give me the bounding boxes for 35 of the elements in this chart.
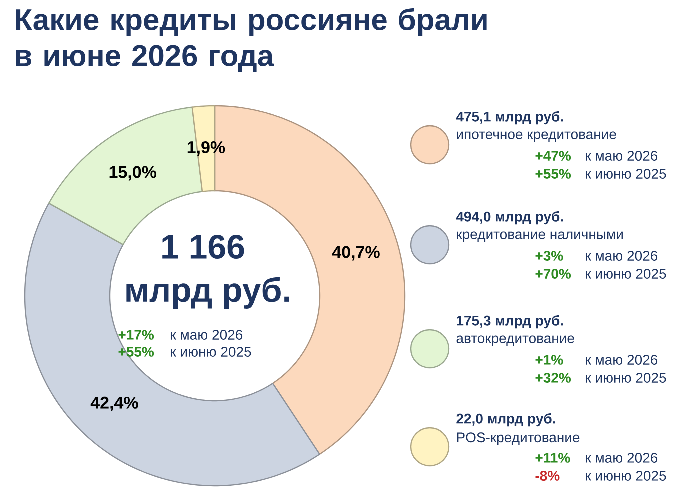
text: к июню 2025 xyxy=(171,347,252,357)
text: +17% xyxy=(118,330,154,340)
legend-label: автокредитование xyxy=(456,336,574,346)
text: млрд руб. xyxy=(126,277,290,309)
text: к июню 2025 xyxy=(586,169,666,179)
text: +55% xyxy=(536,169,572,179)
data-label: 1,9% xyxy=(188,142,226,156)
text: к июню 2025 xyxy=(586,471,666,481)
text: +55% xyxy=(118,347,154,357)
text: к маю 2026 xyxy=(586,151,658,161)
text: к июню 2025 xyxy=(586,373,666,383)
text: к июню 2025 xyxy=(586,269,666,279)
legend-label: кредитование наличными xyxy=(457,232,623,242)
text: 175,3 млрд руб. xyxy=(457,315,564,329)
data-label: 40,7% xyxy=(332,246,380,261)
text: +3% xyxy=(536,251,564,261)
legend-label: ипотечное кредитование xyxy=(457,132,616,142)
text: +70% xyxy=(536,269,572,279)
text: 22,0 млрд руб. xyxy=(456,413,556,427)
data-label: 42,4% xyxy=(90,396,138,412)
legend-label: POS-кредитование xyxy=(457,432,580,446)
chart-title: Какие кредиты россияне брали в июне 2026 года xyxy=(16,8,487,72)
text: 475,1 млрд руб. xyxy=(456,111,564,125)
text: +47% xyxy=(536,151,572,161)
text: 494,0 млрд руб. xyxy=(456,211,564,225)
text: к маю 2026 xyxy=(586,251,658,261)
text: -8% xyxy=(536,471,560,481)
text: +11% xyxy=(536,453,570,463)
data-label: 15,0% xyxy=(110,166,157,181)
text: к маю 2026 xyxy=(586,355,658,365)
text: 1 166 xyxy=(162,234,244,260)
text: +1% xyxy=(536,355,564,365)
text: к маю 2026 xyxy=(171,330,243,340)
text: +32% xyxy=(536,373,572,383)
text: к маю 2026 xyxy=(586,453,658,463)
